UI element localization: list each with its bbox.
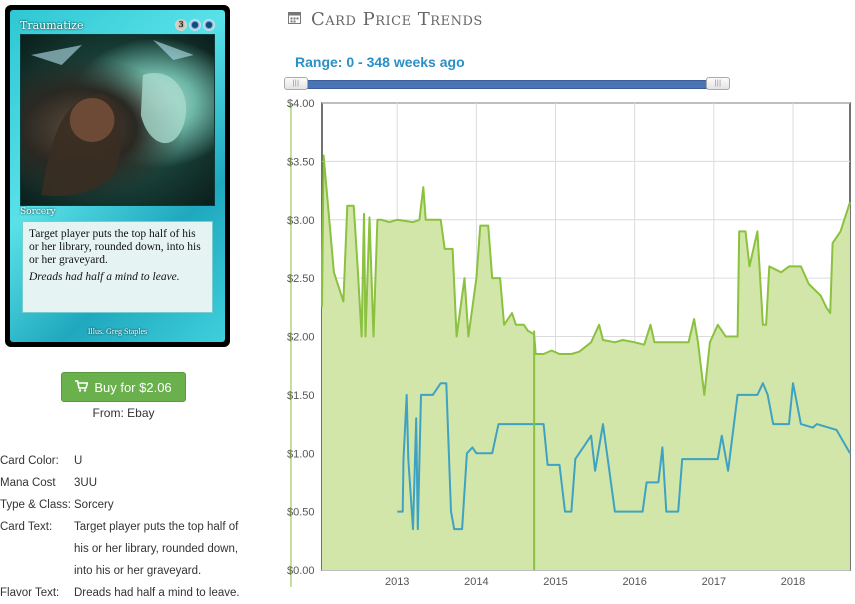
- buy-button[interactable]: Buy for $2.06: [61, 372, 186, 402]
- detail-label: Flavor Text:: [0, 587, 60, 599]
- card-frame: Traumatize 3 ● ● Sorcery Target player p…: [10, 10, 225, 342]
- card-artwork: [20, 34, 215, 206]
- y-tick-label: $4.00: [287, 98, 315, 110]
- series-line-blue: [397, 382, 851, 531]
- card-rules-text: Target player puts the top half of his o…: [29, 228, 201, 266]
- card-details: Card Color: U Mana Cost 3UU Type & Class…: [0, 450, 250, 604]
- card-name: Traumatize: [20, 18, 84, 32]
- detail-value: Dreads had half a mind to leave.: [74, 587, 240, 599]
- detail-label: Card Color:: [0, 455, 59, 467]
- buy-button-label: Buy for $2.06: [94, 379, 172, 395]
- detail-value: U: [74, 455, 83, 467]
- detail-value: Sorcery: [74, 499, 114, 511]
- card-flavor-text: Dreads had half a mind to leave.: [29, 271, 180, 283]
- mana-symbol-blue-1: ●: [189, 19, 201, 31]
- page-title: Card Price Trends: [311, 8, 483, 30]
- detail-row-mana-cost: Mana Cost 3UU: [0, 472, 250, 494]
- calendar-icon: [288, 11, 301, 28]
- detail-value: 3UU: [74, 477, 98, 489]
- x-tick-label: 2014: [464, 576, 488, 587]
- card-illustrator: Illus. Greg Staples: [87, 327, 148, 336]
- detail-value: Target player puts the top half of his o…: [74, 521, 239, 577]
- detail-row-type: Type & Class: Sorcery: [0, 494, 250, 516]
- artwork-illustration: [31, 40, 194, 196]
- y-tick-label: $0.00: [287, 565, 315, 577]
- series-line-green: [321, 154, 851, 396]
- x-tick-label: 2013: [385, 576, 409, 587]
- mana-symbol-blue-2: ●: [203, 19, 215, 31]
- y-tick-label: $1.00: [287, 448, 315, 460]
- slider-range-fill: [298, 80, 716, 89]
- x-tick-label: 2018: [781, 576, 805, 587]
- detail-label: Mana Cost: [0, 477, 56, 489]
- x-tick-label: 2016: [622, 576, 646, 587]
- detail-row-card-text: Card Text: Target player puts the top ha…: [0, 516, 250, 582]
- detail-label: Type & Class:: [0, 499, 71, 511]
- slider-handle-start[interactable]: |||: [284, 77, 308, 90]
- detail-label: Card Text:: [0, 521, 53, 533]
- mana-symbol-generic: 3: [175, 19, 187, 31]
- range-label: Range: 0 - 348 weeks ago: [295, 54, 465, 70]
- y-tick-label: $2.00: [287, 332, 315, 344]
- buy-source: From: Ebay: [92, 406, 155, 420]
- detail-row-color: Card Color: U: [0, 450, 250, 472]
- y-tick-label: $2.50: [287, 273, 315, 285]
- range-slider[interactable]: ||| |||: [284, 77, 730, 90]
- y-tick-label: $3.00: [287, 215, 315, 227]
- y-tick-label: $0.50: [287, 507, 315, 519]
- card-image: Traumatize 3 ● ● Sorcery Target player p…: [5, 5, 230, 347]
- price-chart: $0.00 $0.50 $1.00 $1.50 $2.00 $2.50 $3.00 $3.50…: [287, 98, 851, 587]
- x-tick-label: 2015: [543, 576, 567, 587]
- detail-row-flavor-text: Flavor Text: Dreads had half a mind to l…: [0, 582, 250, 604]
- shopping-cart-icon: [75, 379, 89, 395]
- card-title-bar: Traumatize 3 ● ●: [20, 16, 215, 34]
- y-tick-label: $1.50: [287, 390, 315, 402]
- x-tick-label: 2017: [702, 576, 726, 587]
- mana-cost-symbols: 3 ● ●: [175, 19, 215, 31]
- card-type-line: Sorcery: [20, 207, 56, 217]
- slider-handle-end[interactable]: |||: [706, 77, 730, 90]
- card-text-box: Target player puts the top half of his o…: [22, 221, 213, 313]
- y-tick-label: $3.50: [287, 156, 315, 168]
- price-trends-heading: Card Price Trends: [288, 6, 483, 32]
- series-area-green: [322, 155, 850, 570]
